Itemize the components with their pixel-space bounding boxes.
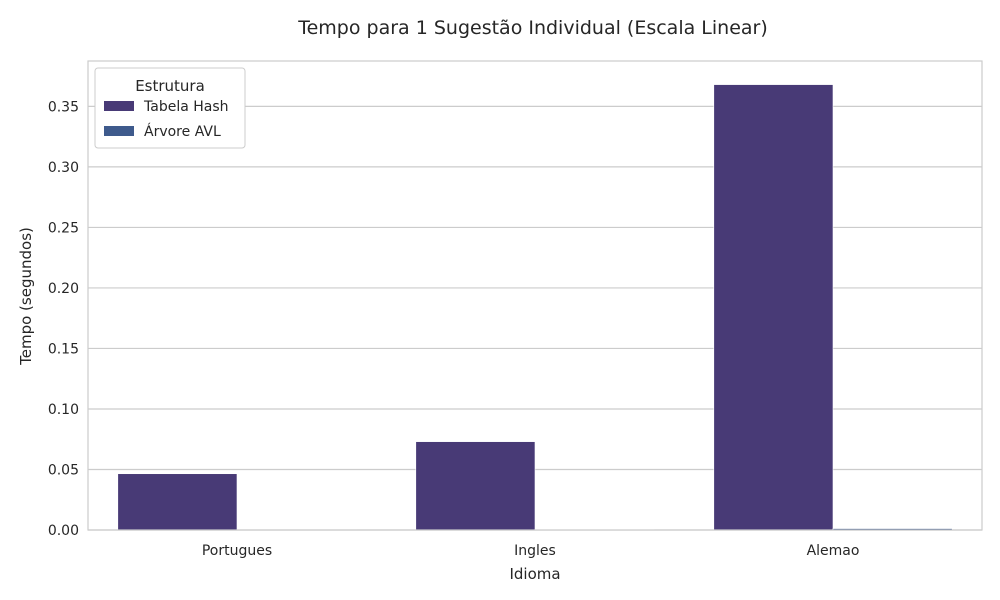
bar-tabela-hash-portugues [117,473,238,531]
legend-label-tabela-hash: Tabela Hash [143,99,229,115]
x-axis-label: Idioma [509,565,560,583]
chart-title: Tempo para 1 Sugestão Individual (Escala… [297,17,768,39]
bars [117,84,953,531]
x-tick-labels: Portugues Ingles Alemao [202,543,860,559]
y-tick-label: 0.25 [48,220,79,236]
y-tick-label: 0.20 [48,281,79,297]
legend: Estrutura Tabela Hash Árvore AVL [94,67,246,149]
y-tick-label: 0.05 [48,462,79,478]
plot-frame [87,60,983,531]
y-tick-labels: 0.00 0.05 0.10 0.15 0.20 0.25 0.30 0.35 [48,99,79,539]
y-tick-label: 0.30 [48,160,79,176]
x-tick-label: Ingles [514,543,556,559]
y-tick-label: 0.15 [48,341,79,357]
bar-tabela-hash-ingles [415,441,536,531]
legend-title: Estrutura [135,77,205,95]
legend-swatch-tabela-hash [104,101,134,111]
x-tick-label: Alemao [807,543,860,559]
gridlines [88,105,982,531]
y-tick-label: 0.35 [48,99,79,115]
y-axis-label: Tempo (segundos) [17,227,35,366]
y-tick-label: 0.00 [48,523,79,539]
legend-swatch-arvore-avl [104,126,134,136]
legend-label-arvore-avl: Árvore AVL [144,123,221,140]
bar-tabela-hash-alemao [713,84,834,531]
y-tick-label: 0.10 [48,402,79,418]
x-tick-label: Portugues [202,543,272,559]
